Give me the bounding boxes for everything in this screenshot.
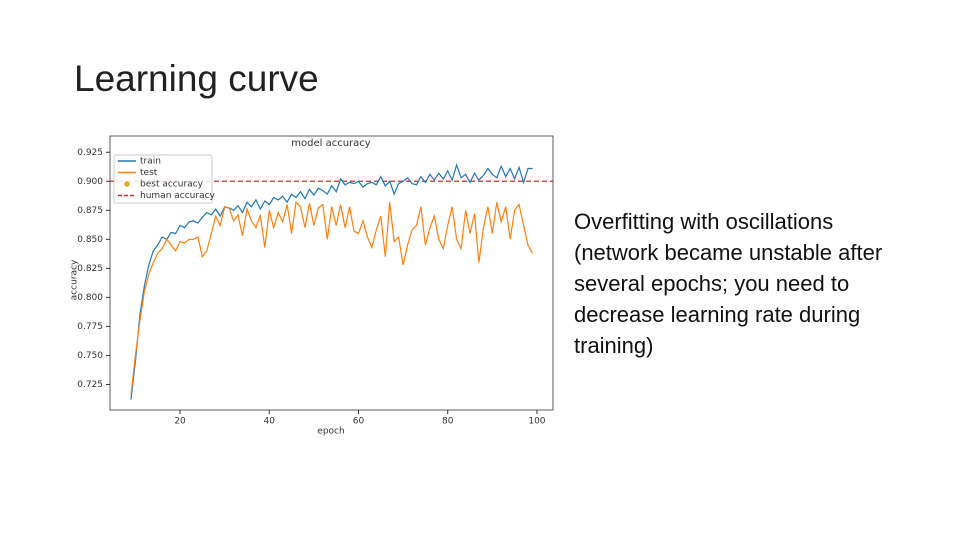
y-axis-label: accuracy [70,259,80,300]
slide-title: Learning curve [74,58,319,99]
y-tick-label: 0.875 [77,206,103,216]
legend-label: train [140,157,161,167]
y-tick-label: 0.900 [77,177,103,187]
plot-frame [109,135,554,411]
legend-label: best accuracy [140,180,204,190]
series-line [130,163,533,400]
slide-body: Overfitting with oscillations (network b… [574,209,883,358]
x-tick-label: 100 [528,417,545,427]
series-line [130,200,534,395]
y-tick-label: 0.825 [77,264,103,274]
legend-label: test [140,168,158,178]
y-tick-label: 0.800 [77,293,103,303]
legend-label: human accuracy [140,191,216,201]
y-tick-label: 0.850 [77,235,103,245]
x-tick-label: 20 [174,417,186,427]
y-tick-label: 0.925 [77,148,103,158]
y-tick-label: 0.775 [77,322,103,332]
chart-title: model accuracy [291,138,371,149]
x-tick-label: 40 [264,417,276,427]
y-tick-label: 0.725 [77,380,103,390]
x-tick-label: 60 [353,417,365,427]
legend-box [113,154,213,204]
legend-swatch [124,181,130,187]
x-tick-label: 80 [442,417,454,427]
x-axis-label: epoch [317,427,344,437]
y-tick-label: 0.750 [77,351,103,361]
